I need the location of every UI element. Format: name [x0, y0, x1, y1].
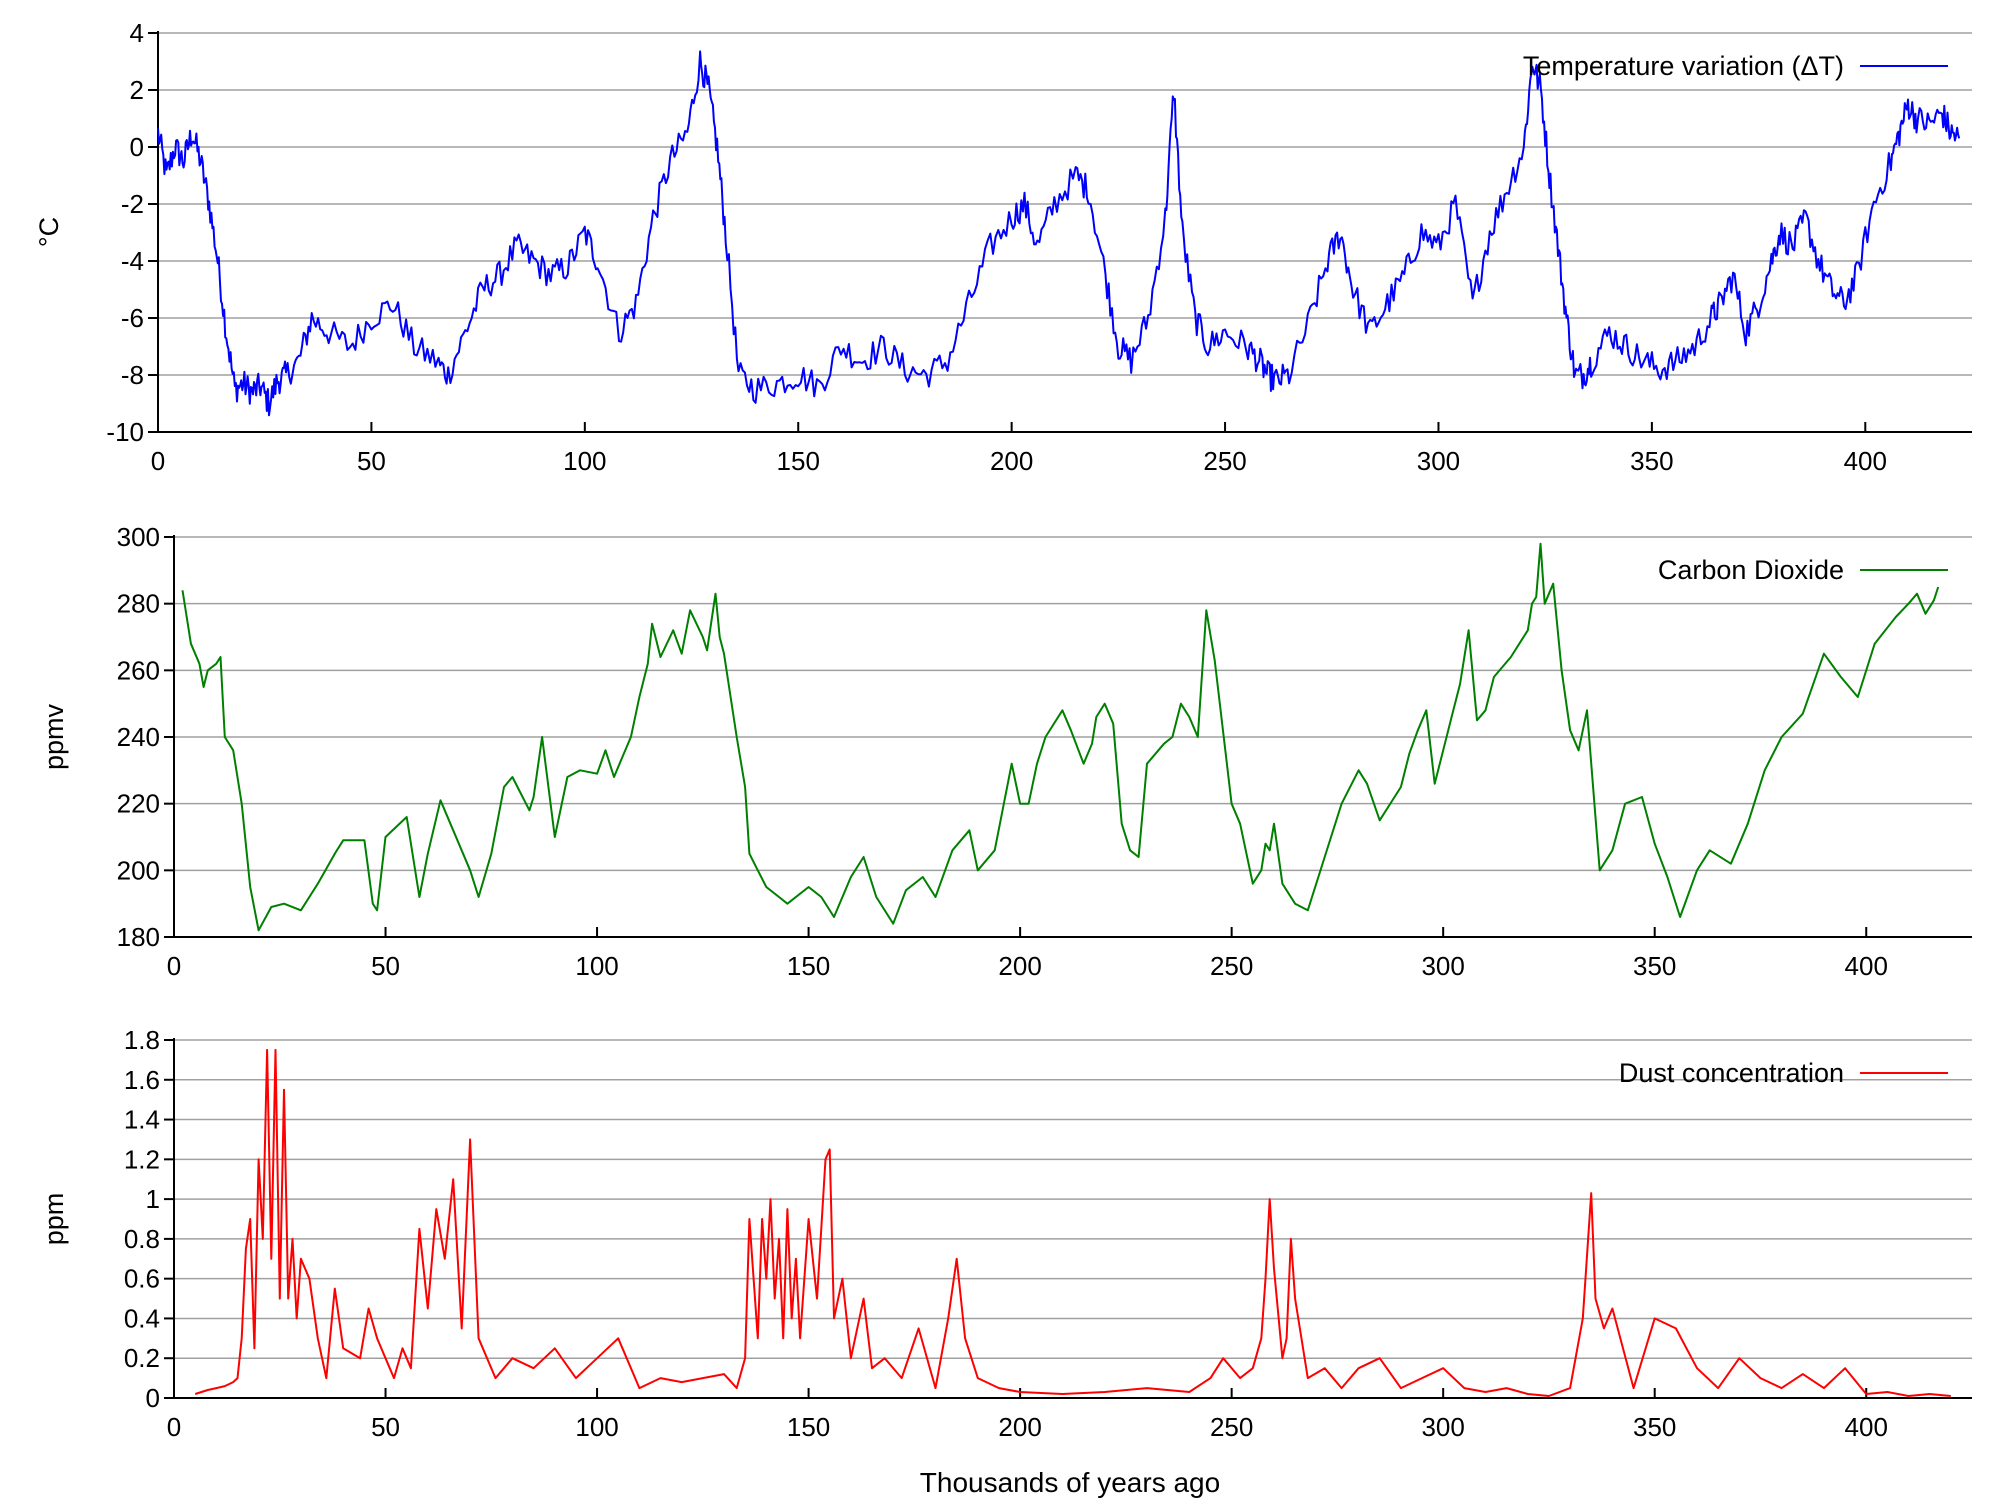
y-tick-label: 220 — [117, 789, 160, 819]
series-line — [194, 1048, 1951, 1397]
y-axis-label: °C — [34, 217, 64, 247]
x-tick-label: 350 — [1630, 446, 1673, 476]
y-tick-label: 1.4 — [124, 1105, 160, 1135]
carbon-dioxide-panel: 180 200 220 240 260 280 300 0 50 100 150 200 250 300 3… — [39, 522, 1972, 981]
x-tick-label: 100 — [563, 446, 606, 476]
y-tick-label: 0.4 — [124, 1303, 160, 1333]
y-tick-label: -6 — [121, 303, 144, 333]
x-tick-label: 250 — [1210, 1412, 1253, 1442]
y-tick-label: 0 — [130, 132, 144, 162]
y-tick-label: 4 — [130, 18, 144, 48]
y-tick-label: 1.8 — [124, 1025, 160, 1055]
x-tick-label: 400 — [1844, 446, 1887, 476]
x-tick-label: 350 — [1633, 1412, 1676, 1442]
y-tick-label: 0.8 — [124, 1224, 160, 1254]
y-tick-label: 1.6 — [124, 1065, 160, 1095]
x-tick-label: 250 — [1203, 446, 1246, 476]
y-tick-label: 180 — [117, 922, 160, 952]
y-axis-label: ppmv — [39, 703, 69, 770]
y-tick-label: -8 — [121, 360, 144, 390]
y-tick-label: -10 — [106, 417, 144, 447]
x-tick-label: 350 — [1633, 951, 1676, 981]
y-tick-label: 1 — [146, 1184, 160, 1214]
x-tick-label: 0 — [167, 951, 181, 981]
y-tick-label: 2 — [130, 75, 144, 105]
x-tick-label: 300 — [1417, 446, 1460, 476]
y-axis-label: ppm — [39, 1193, 69, 1246]
x-tick-label: 100 — [575, 951, 618, 981]
y-tick-label: -2 — [121, 189, 144, 219]
x-tick-label: 150 — [787, 951, 830, 981]
legend-label: Dust concentration — [1619, 1058, 1844, 1088]
x-tick-label: 150 — [787, 1412, 830, 1442]
y-tick-label: 0.2 — [124, 1343, 160, 1373]
legend-label: Carbon Dioxide — [1658, 555, 1844, 585]
series-line — [157, 50, 1961, 417]
y-tick-label: 0.6 — [124, 1264, 160, 1294]
x-tick-label: 50 — [371, 951, 400, 981]
x-tick-label: 100 — [575, 1412, 618, 1442]
x-axis-label: Thousands of years ago — [920, 1467, 1220, 1498]
x-tick-label: 300 — [1421, 951, 1464, 981]
x-tick-label: 300 — [1421, 1412, 1464, 1442]
y-tick-label: 260 — [117, 655, 160, 685]
x-tick-label: 150 — [777, 446, 820, 476]
y-tick-label: 280 — [117, 589, 160, 619]
dust-panel: 0 0.2 0.4 0.6 0.8 1 1.2 1.4 1.6 1.8 0 50 100 150 200 25… — [39, 1025, 1972, 1442]
temperature-panel: -10 -8 -6 -4 -2 0 2 4 0 50 100 150 200 250 300 350 400 °C… — [34, 18, 1972, 476]
y-tick-label: 240 — [117, 722, 160, 752]
x-tick-label: 200 — [998, 1412, 1041, 1442]
series-line — [181, 542, 1940, 932]
x-tick-label: 0 — [151, 446, 165, 476]
y-tick-label: 1.2 — [124, 1144, 160, 1174]
x-tick-label: 200 — [990, 446, 1033, 476]
y-tick-label: 0 — [146, 1383, 160, 1413]
y-tick-label: 200 — [117, 855, 160, 885]
x-tick-label: 400 — [1845, 951, 1888, 981]
x-tick-label: 50 — [371, 1412, 400, 1442]
x-tick-label: 250 — [1210, 951, 1253, 981]
y-tick-label: -4 — [121, 246, 144, 276]
legend-label: Temperature variation (ΔT) — [1523, 51, 1844, 81]
x-tick-label: 50 — [357, 446, 386, 476]
x-tick-label: 200 — [998, 951, 1041, 981]
x-tick-label: 0 — [167, 1412, 181, 1442]
y-tick-label: 300 — [117, 522, 160, 552]
x-tick-label: 400 — [1845, 1412, 1888, 1442]
